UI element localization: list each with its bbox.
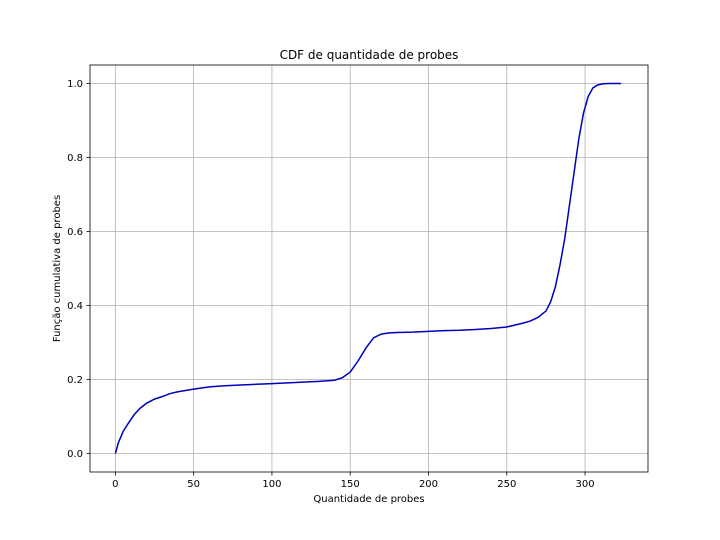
x-tick-label: 150: [341, 479, 360, 490]
y-tick-label: 0.8: [67, 153, 83, 164]
x-tick-label: 0: [112, 479, 118, 490]
tick-marks: [86, 83, 586, 476]
plot-background: [90, 65, 648, 472]
x-tick-label: 100: [262, 479, 281, 490]
x-tick-label: 200: [419, 479, 438, 490]
x-tick-label: 300: [576, 479, 595, 490]
y-tick-label: 0.0: [67, 449, 83, 460]
cdf-series-line: [114, 82, 622, 454]
chart-title: CDF de quantidade de probes: [280, 48, 459, 62]
x-tick-labels: 0 50 100 150 200 250 300: [112, 479, 594, 490]
x-tick-label: 250: [497, 479, 516, 490]
plot-frame: [89, 64, 649, 473]
y-tick-label: 0.2: [67, 375, 83, 386]
y-tick-label: 1.0: [67, 79, 83, 90]
x-tick-label: 50: [187, 479, 200, 490]
y-tick-labels: 0.0 0.2 0.4 0.6 0.8 1.0: [67, 79, 83, 460]
y-axis-label: Função cumulativa de probes: [52, 195, 63, 342]
y-tick-label: 0.6: [67, 227, 83, 238]
x-axis-label: Quantidade de probes: [313, 494, 424, 505]
y-tick-label: 0.4: [67, 301, 83, 312]
grid-lines: [90, 65, 648, 472]
